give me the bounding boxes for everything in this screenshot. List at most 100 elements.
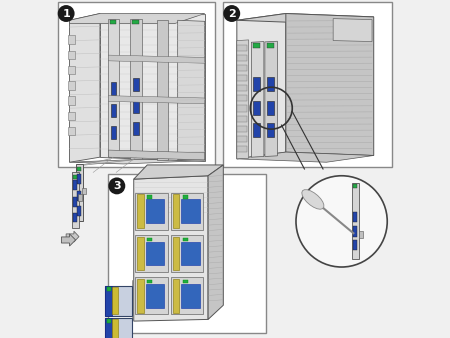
Circle shape (223, 5, 240, 22)
Bar (223, 2, 392, 167)
Polygon shape (237, 14, 286, 159)
Bar (77, 174, 81, 184)
Bar (77, 191, 81, 201)
Polygon shape (61, 234, 76, 246)
Bar (73, 213, 77, 222)
Bar (112, 319, 117, 338)
Bar (237, 65, 248, 71)
Bar (105, 286, 132, 316)
Polygon shape (265, 41, 277, 156)
Bar (267, 101, 274, 115)
Bar (266, 43, 274, 48)
Bar (181, 284, 200, 308)
Polygon shape (208, 165, 223, 319)
Bar (353, 184, 357, 188)
Bar (68, 127, 75, 135)
Bar (112, 287, 117, 314)
Polygon shape (237, 14, 374, 24)
Bar (353, 226, 357, 237)
Polygon shape (237, 40, 249, 159)
Bar (107, 287, 111, 291)
Bar (171, 193, 203, 230)
Circle shape (108, 177, 125, 194)
Bar (353, 212, 357, 222)
Bar (253, 101, 260, 115)
Bar (77, 206, 81, 216)
Bar (111, 82, 116, 95)
Bar (183, 195, 188, 199)
Bar (237, 116, 248, 122)
Polygon shape (134, 165, 223, 179)
Bar (76, 167, 81, 171)
Bar (147, 195, 153, 199)
Bar (68, 81, 75, 90)
Bar (352, 183, 359, 259)
Polygon shape (69, 14, 205, 24)
Bar (78, 194, 82, 201)
Bar (237, 75, 248, 81)
Polygon shape (108, 96, 205, 104)
Circle shape (296, 176, 387, 267)
Bar (105, 286, 112, 316)
Bar (353, 240, 357, 250)
Bar (111, 126, 116, 139)
Bar (171, 235, 203, 272)
Bar (132, 20, 139, 24)
Polygon shape (108, 150, 205, 160)
Bar (173, 279, 180, 313)
Bar (237, 85, 248, 91)
Bar (237, 55, 248, 61)
Bar (237, 136, 248, 142)
Bar (267, 77, 274, 91)
Bar (147, 238, 153, 241)
Polygon shape (286, 14, 374, 155)
Bar (73, 180, 77, 190)
Polygon shape (100, 14, 205, 161)
Polygon shape (134, 176, 208, 321)
Bar (253, 123, 260, 137)
Bar (135, 193, 167, 230)
Bar (181, 199, 200, 223)
Bar (110, 20, 116, 24)
Bar (73, 175, 77, 179)
Bar (253, 43, 261, 48)
Bar (173, 237, 180, 270)
Polygon shape (178, 20, 205, 160)
Bar (173, 194, 180, 228)
Bar (137, 194, 144, 228)
Bar (237, 146, 248, 152)
Bar (133, 100, 139, 113)
Bar (253, 77, 260, 91)
Bar (76, 164, 83, 221)
Bar (135, 235, 167, 272)
Bar (68, 35, 75, 44)
Bar (68, 112, 75, 120)
Bar (58, 2, 215, 167)
Polygon shape (108, 19, 118, 157)
Polygon shape (130, 19, 142, 159)
Bar (267, 123, 274, 137)
Bar (183, 238, 188, 241)
Bar (107, 319, 111, 323)
Bar (137, 279, 144, 313)
Bar (147, 280, 153, 283)
Bar (73, 197, 77, 207)
Polygon shape (66, 231, 79, 242)
Bar (237, 95, 248, 101)
Polygon shape (69, 14, 100, 162)
Bar (237, 105, 248, 112)
Polygon shape (333, 19, 372, 42)
Bar (72, 172, 79, 228)
Bar (145, 242, 164, 265)
Text: 2: 2 (228, 8, 236, 19)
Bar (135, 277, 167, 314)
Bar (171, 277, 203, 314)
Bar (145, 199, 164, 223)
Bar (82, 188, 86, 194)
Bar (108, 174, 266, 333)
Bar (237, 45, 248, 51)
Bar (145, 284, 164, 308)
Bar (105, 318, 112, 338)
Circle shape (58, 5, 75, 22)
Bar (359, 231, 363, 238)
